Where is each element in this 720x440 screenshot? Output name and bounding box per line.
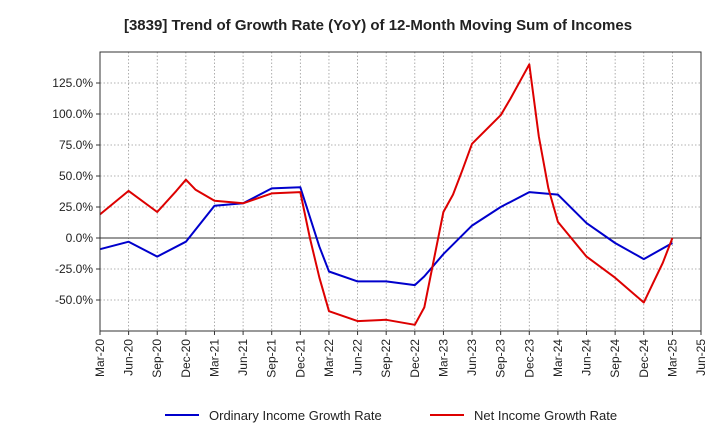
x-tick-label-11: Dec-22 xyxy=(408,339,422,378)
x-tick-label-10: Sep-22 xyxy=(379,339,393,378)
x-tick-label-17: Jun-24 xyxy=(580,339,594,376)
x-tick-label-7: Dec-21 xyxy=(293,339,307,378)
x-tick-label-14: Sep-23 xyxy=(494,339,508,378)
series-line-0 xyxy=(99,186,673,287)
x-tick-label-4: Mar-21 xyxy=(207,339,221,377)
x-tick-label-2: Sep-20 xyxy=(150,339,164,378)
y-tick-label-0: -50.0% xyxy=(55,293,93,307)
y-tick-label-5: 75.0% xyxy=(59,138,93,152)
x-tick-label-13: Jun-23 xyxy=(465,339,479,376)
series-lines xyxy=(99,63,674,326)
x-tick-label-5: Jun-21 xyxy=(236,339,250,376)
x-tick-label-18: Sep-24 xyxy=(608,339,622,378)
grid-lines xyxy=(99,52,702,331)
series-line-1 xyxy=(99,63,674,326)
legend-label-0: Ordinary Income Growth Rate xyxy=(209,408,382,423)
y-tick-label-7: 125.0% xyxy=(52,76,93,90)
x-tick-label-6: Sep-21 xyxy=(265,339,279,378)
chart-title: [3839] Trend of Growth Rate (YoY) of 12-… xyxy=(124,17,632,34)
x-tick-label-20: Mar-25 xyxy=(665,339,679,377)
legend-label-1: Net Income Growth Rate xyxy=(474,408,617,423)
x-tick-label-9: Jun-22 xyxy=(351,339,365,376)
y-axis-ticks: -50.0% -25.0% 0.0% 25.0% 50.0% 75.0% 100.0% 125… xyxy=(52,76,100,307)
x-tick-label-0: Mar-20 xyxy=(93,339,107,377)
x-tick-label-16: Mar-24 xyxy=(551,339,565,377)
y-tick-label-2: 0.0% xyxy=(66,231,94,245)
x-axis-ticks: Mar-20 Jun-20 Sep-20 Dec-20 Mar-21 Jun-21 Sep-… xyxy=(93,331,708,378)
x-tick-label-19: Dec-24 xyxy=(637,339,651,378)
x-tick-label-1: Jun-20 xyxy=(122,339,136,376)
plot-frame xyxy=(99,51,702,332)
x-tick-label-12: Mar-23 xyxy=(436,339,450,377)
legend: Ordinary Income Growth Rate Net Income Gr… xyxy=(165,408,617,423)
x-tick-label-8: Mar-22 xyxy=(322,339,336,377)
x-tick-label-21: Jun-25 xyxy=(694,339,708,376)
y-tick-label-4: 50.0% xyxy=(59,169,93,183)
x-tick-label-15: Dec-23 xyxy=(522,339,536,378)
y-tick-label-6: 100.0% xyxy=(52,107,93,121)
y-tick-label-1: -25.0% xyxy=(55,262,93,276)
x-tick-label-3: Dec-20 xyxy=(179,339,193,378)
y-tick-label-3: 25.0% xyxy=(59,200,93,214)
